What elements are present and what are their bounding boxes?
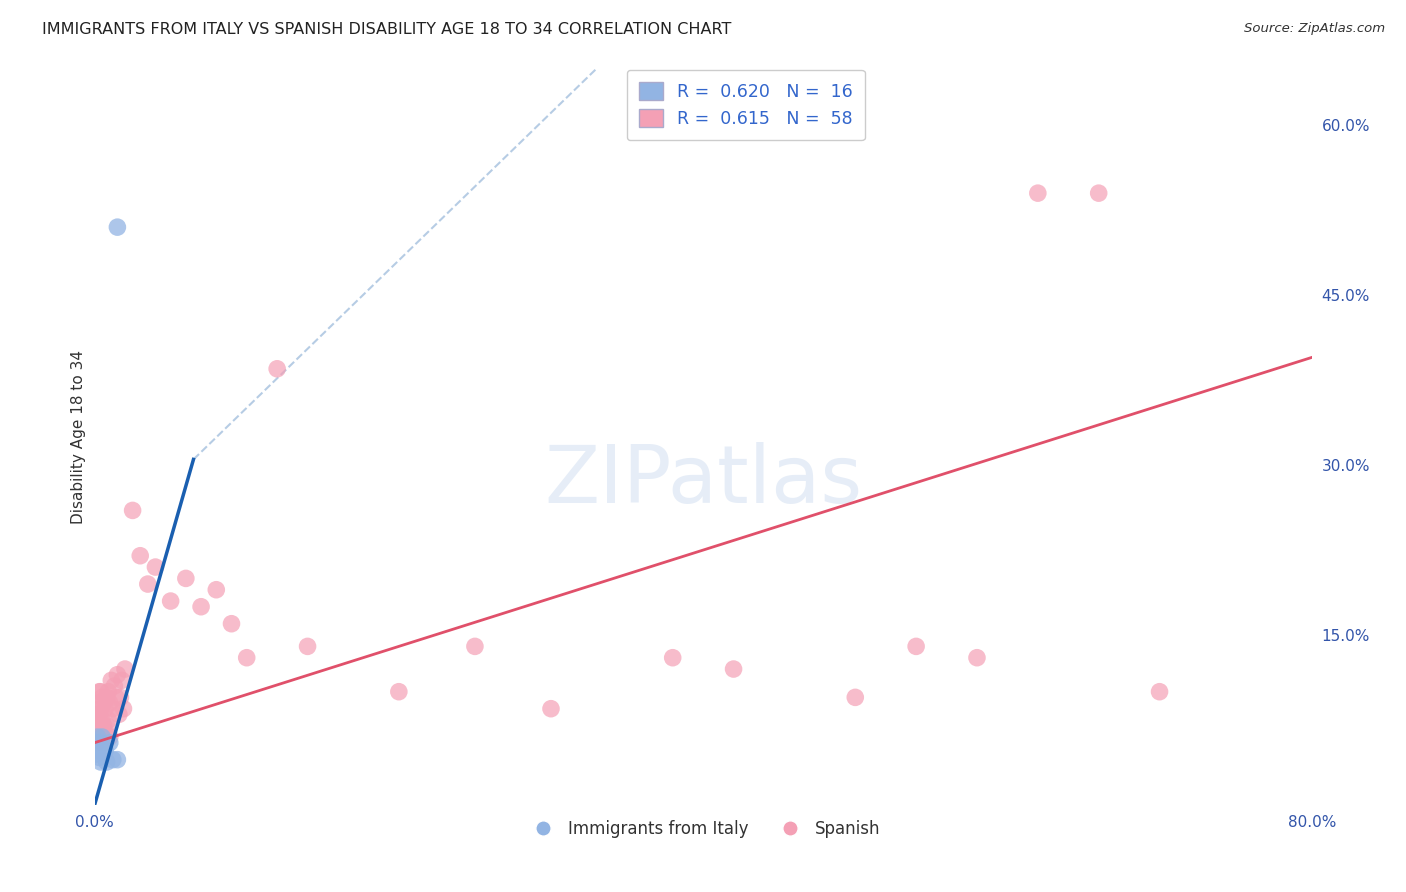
Immigrants from Italy — [93, 741, 115, 756]
Immigrants from Italy — [101, 753, 124, 767]
Spanish — [112, 702, 135, 716]
Spanish — [121, 503, 143, 517]
Spanish — [96, 690, 118, 705]
Spanish — [89, 707, 111, 722]
Spanish — [93, 696, 115, 710]
Y-axis label: Disability Age 18 to 34: Disability Age 18 to 34 — [72, 350, 86, 524]
Spanish — [91, 713, 114, 727]
Spanish — [98, 730, 121, 744]
Spanish — [388, 684, 411, 698]
Spanish — [91, 690, 114, 705]
Spanish — [1026, 186, 1049, 201]
Text: Source: ZipAtlas.com: Source: ZipAtlas.com — [1244, 22, 1385, 36]
Spanish — [205, 582, 228, 597]
Spanish — [90, 684, 112, 698]
Spanish — [266, 361, 288, 376]
Immigrants from Italy — [89, 750, 111, 764]
Spanish — [108, 707, 131, 722]
Spanish — [89, 724, 111, 739]
Spanish — [136, 577, 159, 591]
Spanish — [540, 702, 562, 716]
Spanish — [1149, 684, 1171, 698]
Spanish — [159, 594, 181, 608]
Immigrants from Italy — [86, 744, 108, 758]
Spanish — [105, 667, 128, 681]
Text: ZIPatlas: ZIPatlas — [544, 442, 862, 520]
Spanish — [104, 690, 127, 705]
Spanish — [97, 713, 120, 727]
Spanish — [91, 736, 114, 750]
Legend: Immigrants from Italy, Spanish: Immigrants from Italy, Spanish — [519, 814, 887, 845]
Immigrants from Italy — [98, 736, 121, 750]
Spanish — [114, 662, 136, 676]
Spanish — [86, 713, 108, 727]
Spanish — [90, 702, 112, 716]
Spanish — [84, 719, 107, 733]
Spanish — [966, 650, 988, 665]
Spanish — [89, 684, 111, 698]
Spanish — [221, 616, 243, 631]
Text: IMMIGRANTS FROM ITALY VS SPANISH DISABILITY AGE 18 TO 34 CORRELATION CHART: IMMIGRANTS FROM ITALY VS SPANISH DISABIL… — [42, 22, 731, 37]
Spanish — [94, 702, 117, 716]
Spanish — [97, 684, 120, 698]
Spanish — [661, 650, 683, 665]
Spanish — [723, 662, 745, 676]
Spanish — [84, 707, 107, 722]
Immigrants from Italy — [86, 730, 108, 744]
Immigrants from Italy — [89, 736, 111, 750]
Immigrants from Italy — [96, 755, 118, 769]
Spanish — [844, 690, 866, 705]
Spanish — [86, 730, 108, 744]
Spanish — [94, 724, 117, 739]
Spanish — [235, 650, 257, 665]
Immigrants from Italy — [91, 730, 114, 744]
Immigrants from Italy — [90, 755, 112, 769]
Immigrants from Italy — [84, 736, 107, 750]
Spanish — [111, 673, 134, 688]
Spanish — [129, 549, 152, 563]
Spanish — [145, 560, 167, 574]
Spanish — [96, 719, 118, 733]
Immigrants from Italy — [90, 739, 112, 753]
Immigrants from Italy — [94, 744, 117, 758]
Spanish — [464, 640, 486, 654]
Immigrants from Italy — [84, 747, 107, 761]
Spanish — [90, 730, 112, 744]
Spanish — [98, 696, 121, 710]
Spanish — [110, 690, 132, 705]
Spanish — [190, 599, 212, 614]
Spanish — [93, 719, 115, 733]
Spanish — [297, 640, 319, 654]
Spanish — [84, 736, 107, 750]
Spanish — [1087, 186, 1109, 201]
Spanish — [103, 679, 125, 693]
Spanish — [905, 640, 928, 654]
Spanish — [174, 571, 197, 585]
Spanish — [100, 673, 122, 688]
Immigrants from Italy — [105, 220, 128, 235]
Spanish — [101, 702, 124, 716]
Immigrants from Italy — [105, 753, 128, 767]
Spanish — [86, 696, 108, 710]
